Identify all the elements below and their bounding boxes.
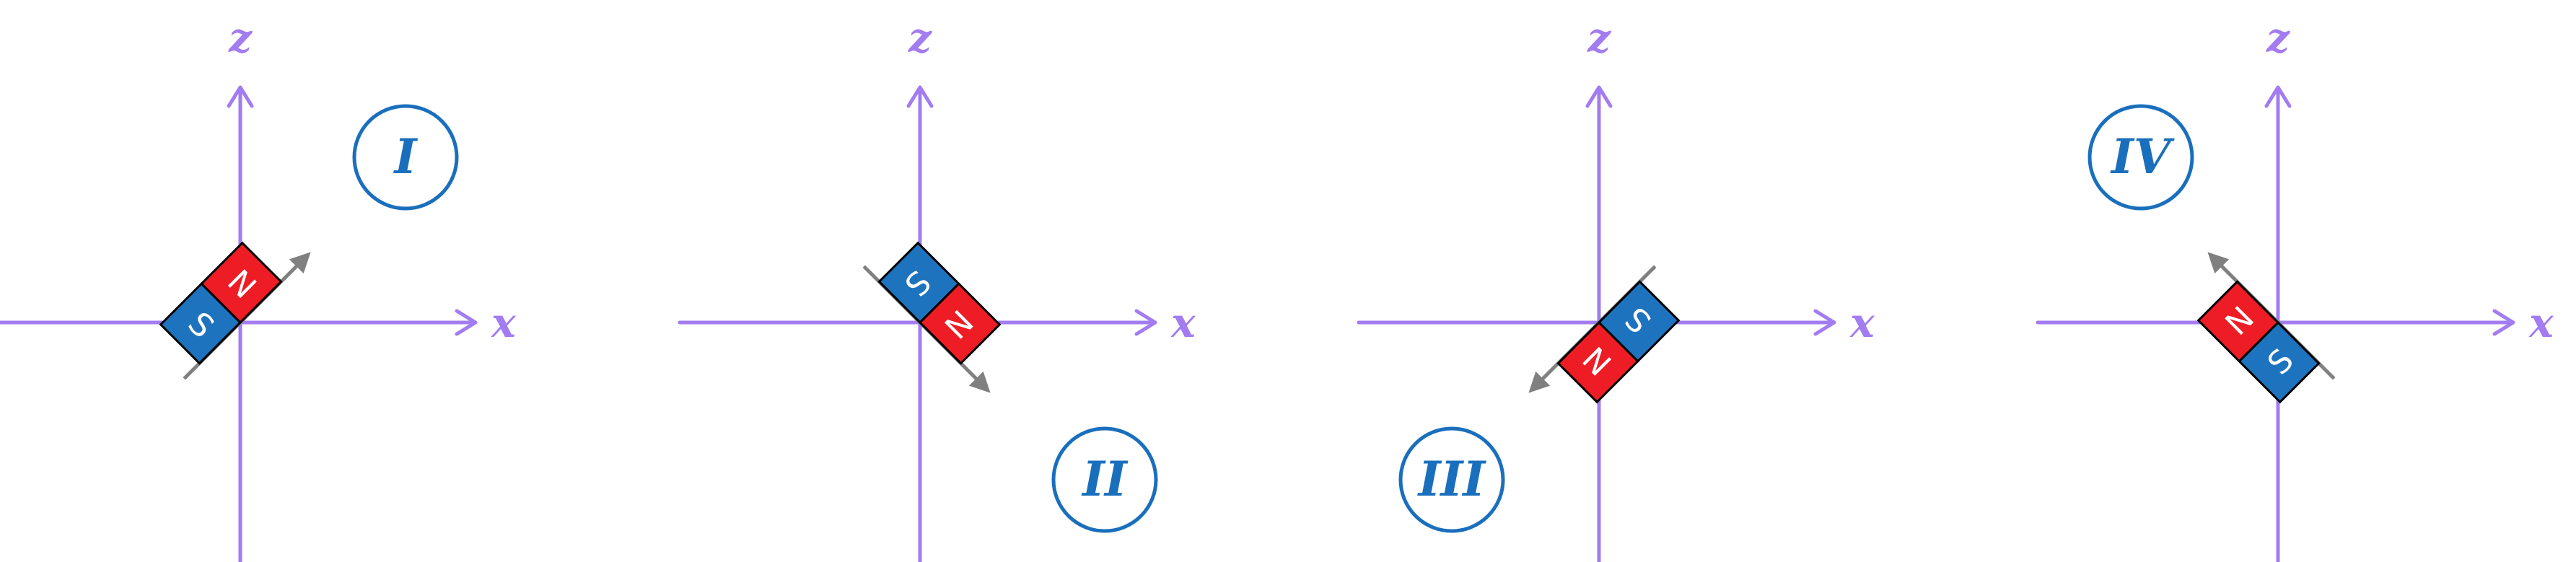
bar-magnet: NS	[862, 241, 1002, 393]
x-axis-arrowhead	[2492, 309, 2515, 336]
x-axis-label: x	[491, 299, 516, 347]
panel-label: I	[393, 128, 419, 185]
z-axis-arrowhead	[906, 85, 934, 108]
panel-iv: x z NS IV	[2036, 14, 2554, 562]
panel-label-circle	[352, 104, 459, 211]
north-pole	[1556, 320, 1639, 404]
panel-label-circle	[2087, 104, 2194, 211]
panel-iii: x z NS III	[1357, 14, 1875, 562]
bar-magnet: NS	[2196, 252, 2336, 404]
panel-ii: x z NS II	[678, 14, 1196, 562]
panel-i: x z NS I	[0, 14, 516, 562]
panel-label: IV	[2110, 128, 2175, 185]
z-axis-label: z	[1587, 14, 1611, 62]
z-axis-arrowhead	[227, 85, 254, 108]
z-axis-label: z	[908, 14, 932, 62]
x-axis-arrowhead	[455, 309, 478, 336]
x-axis-arrowhead	[1134, 309, 1157, 336]
bar-magnet: NS	[1528, 265, 1681, 404]
x-axis-label: x	[1170, 299, 1196, 347]
north-pole	[2196, 280, 2280, 363]
x-axis-arrowhead	[1813, 309, 1836, 336]
panel-label-circle	[1398, 426, 1505, 533]
x-axis-label: x	[1849, 299, 1875, 347]
bar-magnet: NS	[159, 241, 311, 380]
north-pole	[918, 282, 1002, 365]
z-axis-arrowhead	[2264, 85, 2292, 108]
panel-label-circle	[1051, 426, 1158, 533]
z-axis-arrowhead	[1585, 85, 1613, 108]
z-axis-label: z	[228, 14, 253, 62]
z-axis-label: z	[2266, 14, 2290, 62]
x-axis-label: x	[2528, 299, 2554, 347]
panel-label: III	[1417, 451, 1487, 507]
north-pole	[200, 241, 283, 325]
panel-label: II	[1081, 451, 1129, 507]
